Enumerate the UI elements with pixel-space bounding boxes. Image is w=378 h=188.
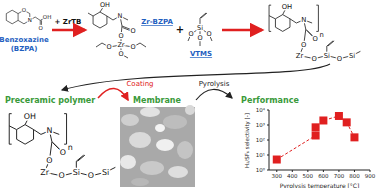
- svg-text:OH: OH: [43, 14, 52, 20]
- svg-text:O: O: [118, 50, 123, 58]
- svg-text:Coating: Coating: [126, 80, 153, 88]
- svg-text:n: n: [319, 31, 323, 39]
- svg-text:N: N: [118, 12, 123, 20]
- svg-text:O: O: [130, 27, 135, 35]
- svg-text:Zr-BZPA: Zr-BZPA: [141, 18, 173, 26]
- svg-text:10⁴: 10⁴: [256, 107, 266, 113]
- svg-text:Zr: Zr: [40, 168, 49, 177]
- svg-text:O: O: [46, 156, 52, 165]
- svg-text:Si: Si: [197, 24, 203, 32]
- svg-text:O: O: [39, 25, 44, 31]
- svg-text:OH: OH: [24, 112, 36, 121]
- svg-text:H₂/SF₆ selectivity [-]: H₂/SF₆ selectivity [-]: [244, 113, 251, 168]
- svg-text:N: N: [301, 16, 306, 24]
- svg-text:O: O: [60, 148, 66, 157]
- svg-text:O: O: [197, 34, 202, 42]
- svg-text:OH: OH: [282, 3, 293, 11]
- svg-text:O: O: [312, 55, 317, 63]
- svg-text:Membrane: Membrane: [133, 96, 181, 105]
- svg-text:O: O: [118, 32, 123, 40]
- svg-text:O: O: [106, 43, 111, 51]
- svg-text:600: 600: [318, 173, 329, 179]
- svg-text:+ ZrTB: + ZrTB: [55, 18, 82, 26]
- svg-text:Performance: Performance: [241, 96, 299, 105]
- svg-text:O: O: [59, 171, 65, 180]
- svg-text:Benzoxazine: Benzoxazine: [8, 36, 49, 44]
- svg-text:O: O: [130, 43, 135, 51]
- svg-text:VTMS: VTMS: [190, 50, 212, 58]
- svg-text:800: 800: [349, 173, 360, 179]
- svg-text:(BZPA): (BZPA): [11, 45, 38, 53]
- svg-text:N: N: [47, 126, 53, 135]
- svg-text:300: 300: [272, 173, 283, 179]
- svg-text:10⁰: 10⁰: [256, 167, 266, 173]
- svg-text:500: 500: [303, 173, 314, 179]
- svg-text:OH: OH: [100, 1, 110, 9]
- svg-text:Pyrolysis temperature [°C]: Pyrolysis temperature [°C]: [280, 182, 360, 188]
- svg-text:n: n: [68, 143, 73, 152]
- svg-text:900: 900: [365, 173, 370, 179]
- svg-text:O: O: [188, 30, 193, 38]
- svg-text:400: 400: [287, 173, 298, 179]
- svg-text:Zr: Zr: [117, 41, 124, 49]
- svg-text:N: N: [28, 17, 32, 23]
- svg-text:Pyrolysis: Pyrolysis: [199, 80, 230, 88]
- svg-text:Zr: Zr: [296, 52, 304, 60]
- svg-text:O: O: [301, 41, 306, 49]
- svg-text:10²: 10²: [256, 137, 265, 143]
- svg-text:700: 700: [334, 173, 345, 179]
- svg-text:Si: Si: [349, 52, 355, 60]
- svg-text:10¹: 10¹: [256, 152, 265, 158]
- svg-text:Si: Si: [324, 52, 330, 60]
- svg-text:+: +: [176, 24, 184, 35]
- svg-text:Preceramic polymer: Preceramic polymer: [8, 96, 95, 105]
- svg-text:Si: Si: [73, 168, 80, 177]
- svg-text:O: O: [22, 7, 27, 13]
- svg-text:O: O: [206, 30, 211, 38]
- svg-text:O: O: [313, 35, 318, 43]
- svg-text:O: O: [337, 55, 342, 63]
- svg-text:10³: 10³: [256, 122, 265, 128]
- svg-text:Si: Si: [102, 168, 109, 177]
- svg-text:O: O: [88, 171, 94, 180]
